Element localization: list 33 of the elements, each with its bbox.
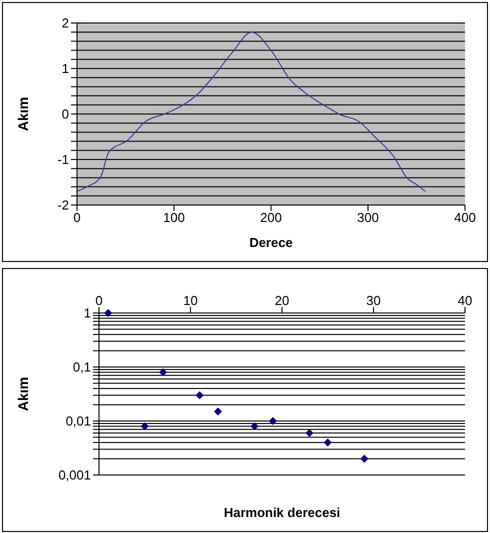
point [214,407,222,416]
x-tick-label: 30 [366,293,381,308]
x-tick-label: 40 [458,293,472,308]
x-tick-label: 100 [163,210,185,226]
x-axis-title: Derece [249,235,293,250]
x-tick-label: 300 [357,210,379,226]
point [324,438,332,446]
y-tick-label: 1 [84,306,91,321]
y-tick-label: 2 [62,16,69,31]
line-series [77,32,426,192]
y-axis-title: Akım [14,96,31,132]
x-axis-title: Harmonik derecesi [224,505,340,520]
point [268,417,277,425]
point [140,422,149,430]
x-tick-label: 400 [454,210,476,226]
y-tick-label: 0,01 [66,414,91,429]
y-tick-label: 0 [62,106,69,122]
y-tick-label: 1 [62,61,69,76]
point [104,309,112,317]
point [159,368,168,376]
x-tick-label: 200 [260,210,282,226]
y-tick-label: -1 [57,152,69,168]
x-tick-label: 20 [274,293,290,308]
point [250,422,259,430]
y-axis-title: Akım [14,376,31,412]
point [360,454,368,463]
point [305,428,314,437]
y-tick-label: 0,001 [58,468,91,483]
x-tick-label: 10 [183,293,198,308]
x-tick-label: 0 [95,293,103,308]
point [196,391,204,400]
y-tick-label: 0,1 [72,360,91,375]
y-tick-label: -2 [57,198,69,213]
